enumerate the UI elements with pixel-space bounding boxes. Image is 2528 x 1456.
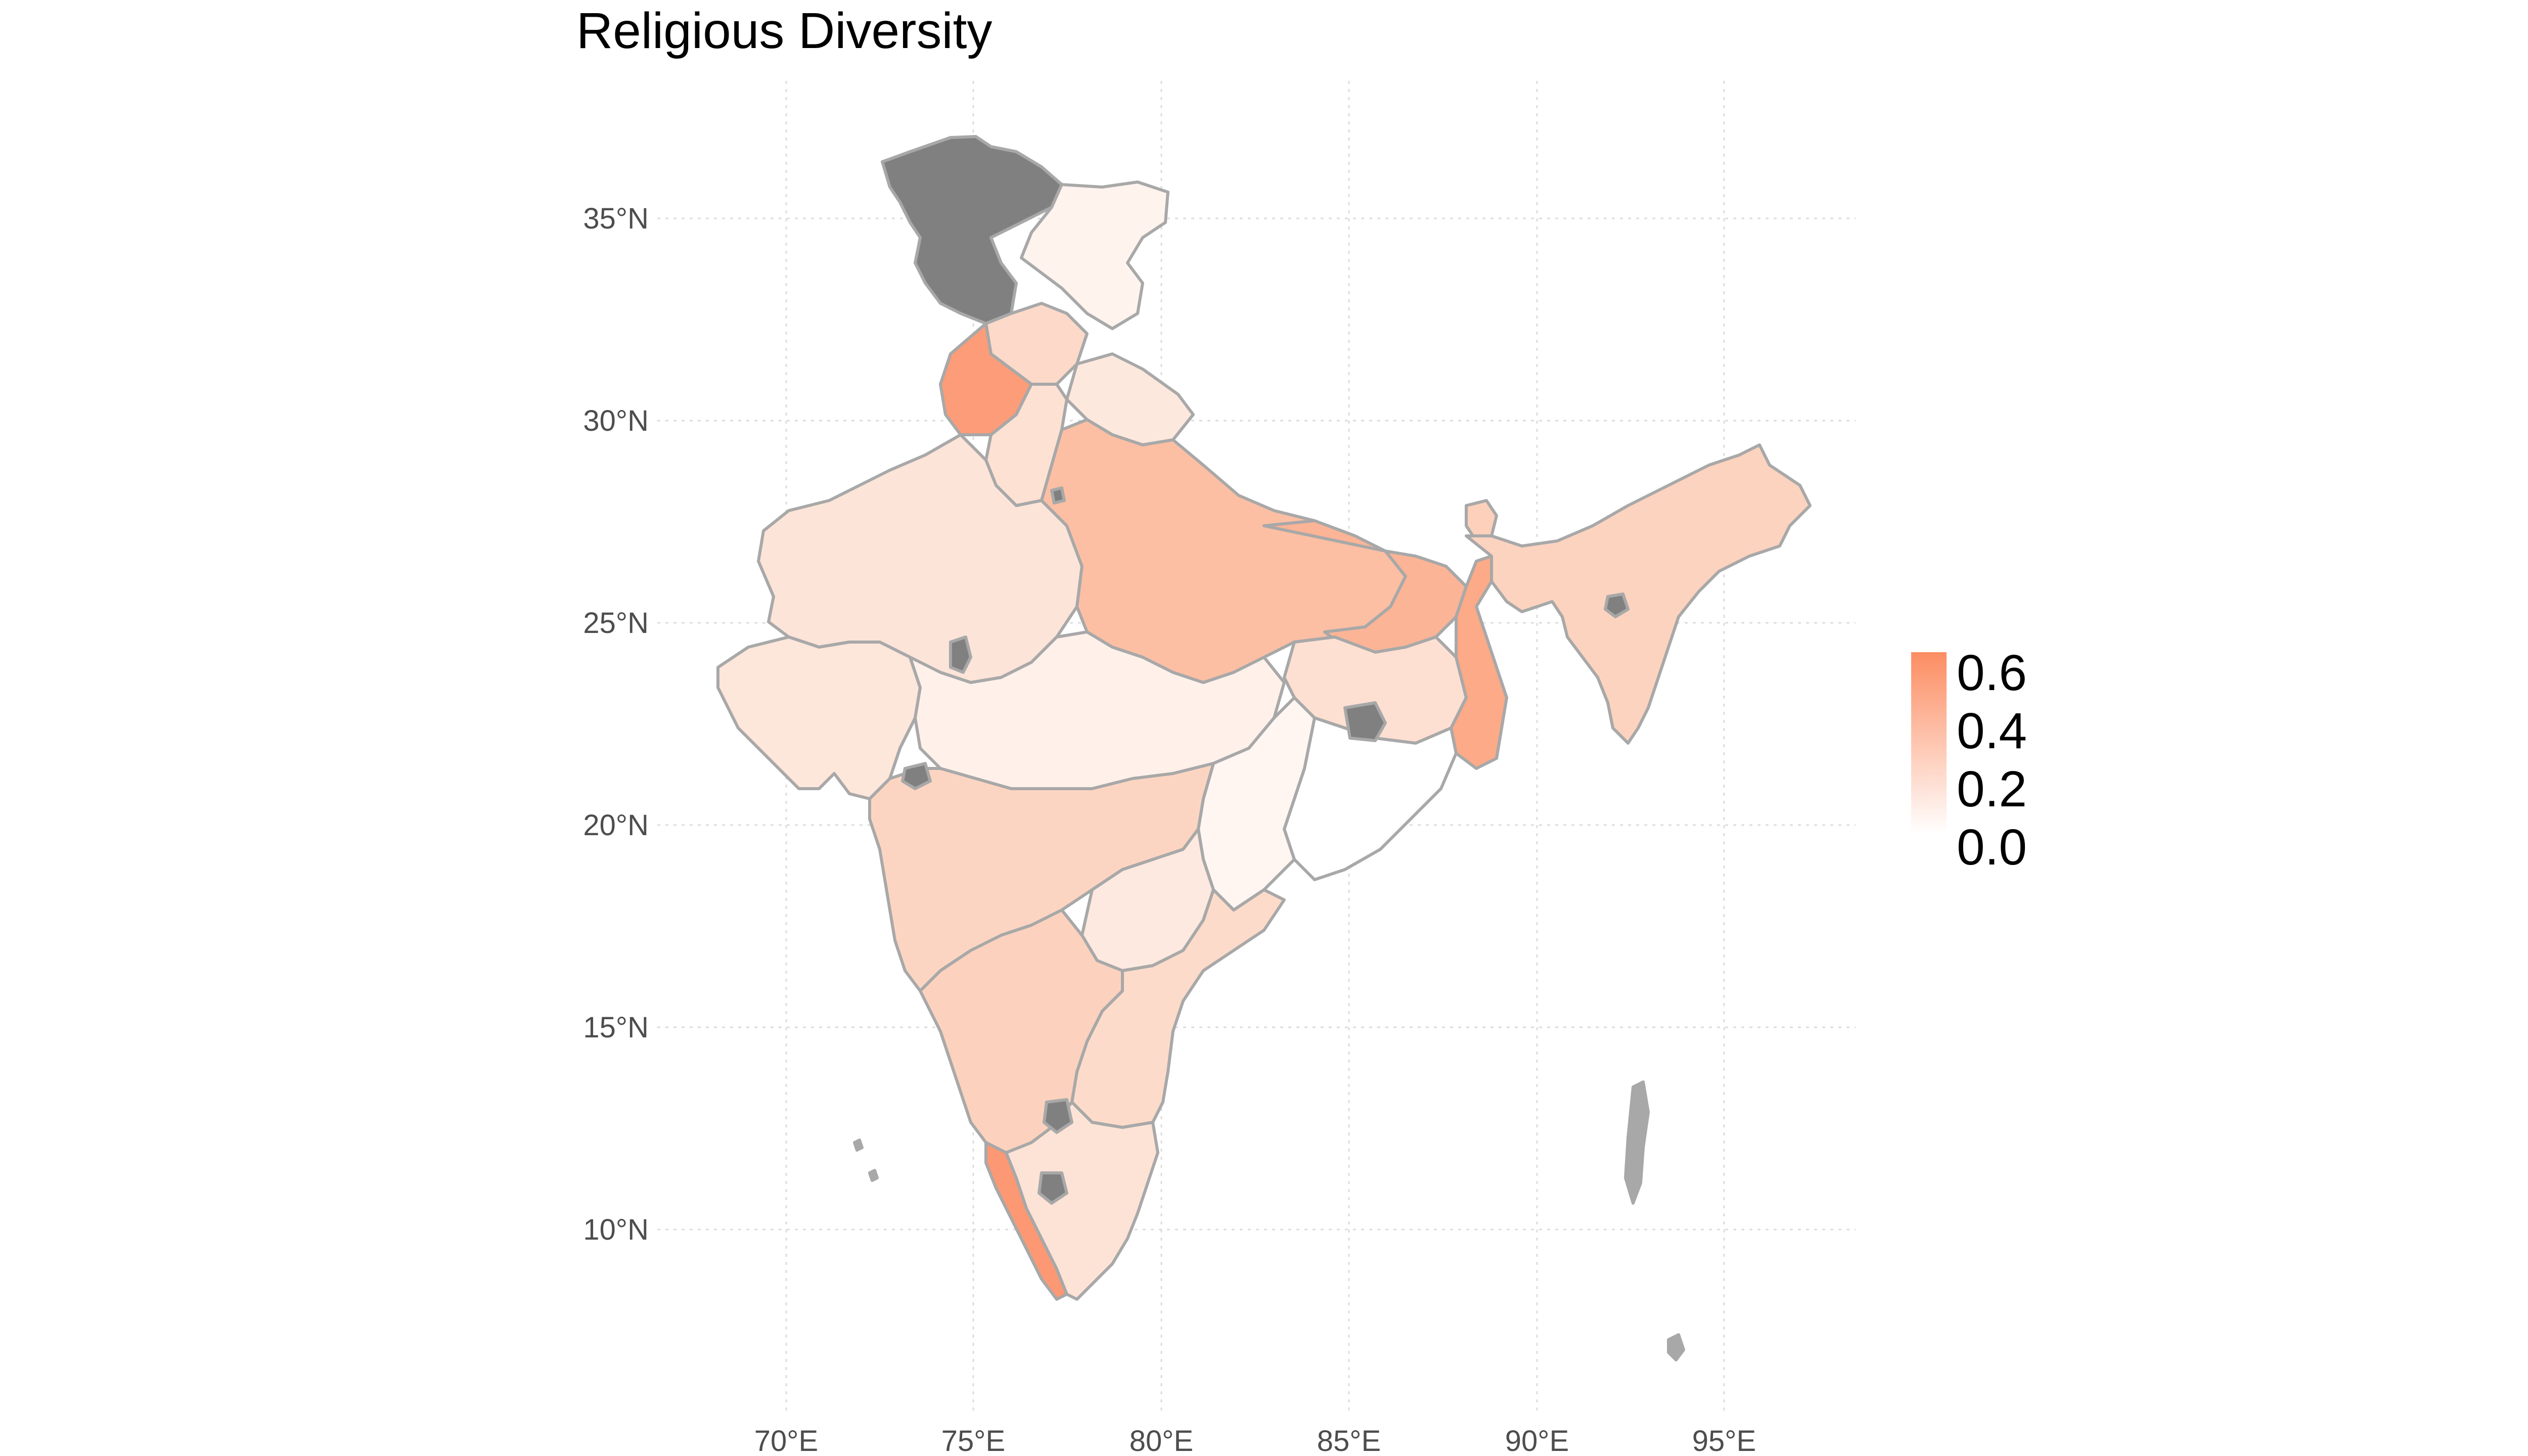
x-tick-label: 70°E [754,1425,818,1456]
region-no-data [1604,593,1630,618]
y-tick-label: 25°N [583,607,649,640]
region-no-data [1050,486,1066,505]
x-tick-label: 75°E [941,1425,1005,1456]
region-northeast [1465,443,1812,745]
india-map [716,135,1812,1361]
x-tick-label: 90°E [1505,1425,1569,1456]
region-no-data [949,635,972,674]
legend-label: 0.4 [1957,703,2027,759]
region-nicobar-islands [1667,1333,1685,1361]
region-jammu-kashmir [881,135,1063,325]
y-tick-label: 30°N [583,404,649,437]
legend-colorbar [1911,652,1947,834]
x-tick-label: 95°E [1692,1425,1756,1456]
region-andaman-islands [1624,1080,1650,1205]
region-no-data [1037,1171,1068,1205]
x-tick-label: 85°E [1317,1425,1381,1456]
y-tick-label: 10°N [583,1213,649,1246]
y-tick-label: 35°N [583,202,649,235]
y-tick-label: 15°N [583,1011,649,1044]
region-lakshadweep [853,1139,864,1152]
x-axis-labels: 70°E 75°E 80°E 85°E 90°E 95°E [754,1425,1756,1456]
region-lakshadweep [868,1169,879,1182]
region-tamil-nadu [1005,1101,1159,1301]
legend-label: 0.0 [1957,819,2027,876]
y-axis-labels: 35°N 30°N 25°N 20°N 15°N 10°N [583,202,649,1246]
region-gujarat [716,635,922,800]
legend-label: 0.2 [1957,761,2027,817]
region-ladakh [1020,180,1169,330]
region-no-data [1043,1098,1073,1134]
y-tick-label: 20°N [583,809,649,842]
region-no-data [1343,701,1387,742]
region-west-bengal [1450,555,1508,770]
x-tick-label: 80°E [1130,1425,1193,1456]
region-karnataka [919,908,1124,1154]
region-no-data [901,762,932,790]
legend-label: 0.6 [1957,645,2027,701]
color-legend: 0.6 0.4 0.2 0.0 [1911,645,2027,876]
chart-title: Religious Diversity [576,3,992,59]
